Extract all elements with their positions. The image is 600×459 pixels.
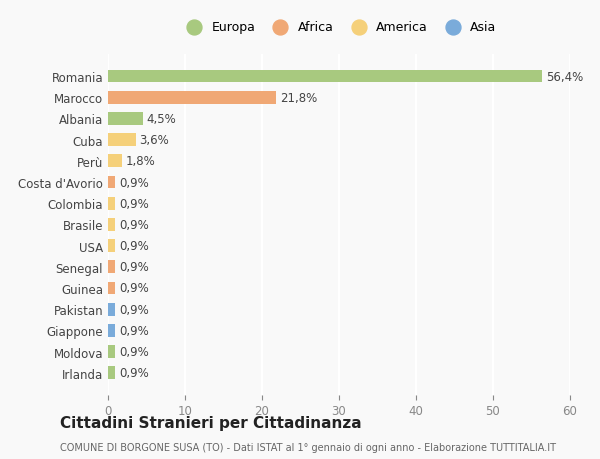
Bar: [108, 155, 122, 168]
Text: 0,9%: 0,9%: [119, 324, 149, 337]
Bar: [108, 367, 115, 379]
Bar: [108, 218, 115, 231]
Text: 0,9%: 0,9%: [119, 366, 149, 380]
Bar: [108, 176, 115, 189]
Text: COMUNE DI BORGONE SUSA (TO) - Dati ISTAT al 1° gennaio di ogni anno - Elaborazio: COMUNE DI BORGONE SUSA (TO) - Dati ISTAT…: [60, 442, 556, 452]
Bar: [108, 197, 115, 210]
Text: 1,8%: 1,8%: [126, 155, 155, 168]
Text: 0,9%: 0,9%: [119, 261, 149, 274]
Text: 0,9%: 0,9%: [119, 218, 149, 231]
Text: 56,4%: 56,4%: [546, 70, 583, 84]
Bar: [108, 346, 115, 358]
Text: 4,5%: 4,5%: [146, 112, 176, 126]
Bar: [108, 261, 115, 274]
Bar: [108, 325, 115, 337]
Text: 0,9%: 0,9%: [119, 345, 149, 358]
Text: 0,9%: 0,9%: [119, 176, 149, 189]
Bar: [108, 134, 136, 147]
Bar: [108, 113, 143, 125]
Bar: [108, 71, 542, 83]
Legend: Europa, Africa, America, Asia: Europa, Africa, America, Asia: [178, 17, 500, 38]
Text: 0,9%: 0,9%: [119, 303, 149, 316]
Text: Cittadini Stranieri per Cittadinanza: Cittadini Stranieri per Cittadinanza: [60, 415, 362, 430]
Bar: [108, 240, 115, 252]
Text: 0,9%: 0,9%: [119, 197, 149, 210]
Text: 21,8%: 21,8%: [280, 91, 317, 105]
Text: 3,6%: 3,6%: [140, 134, 169, 147]
Bar: [108, 92, 276, 104]
Text: 0,9%: 0,9%: [119, 282, 149, 295]
Text: 0,9%: 0,9%: [119, 240, 149, 252]
Bar: [108, 303, 115, 316]
Bar: [108, 282, 115, 295]
